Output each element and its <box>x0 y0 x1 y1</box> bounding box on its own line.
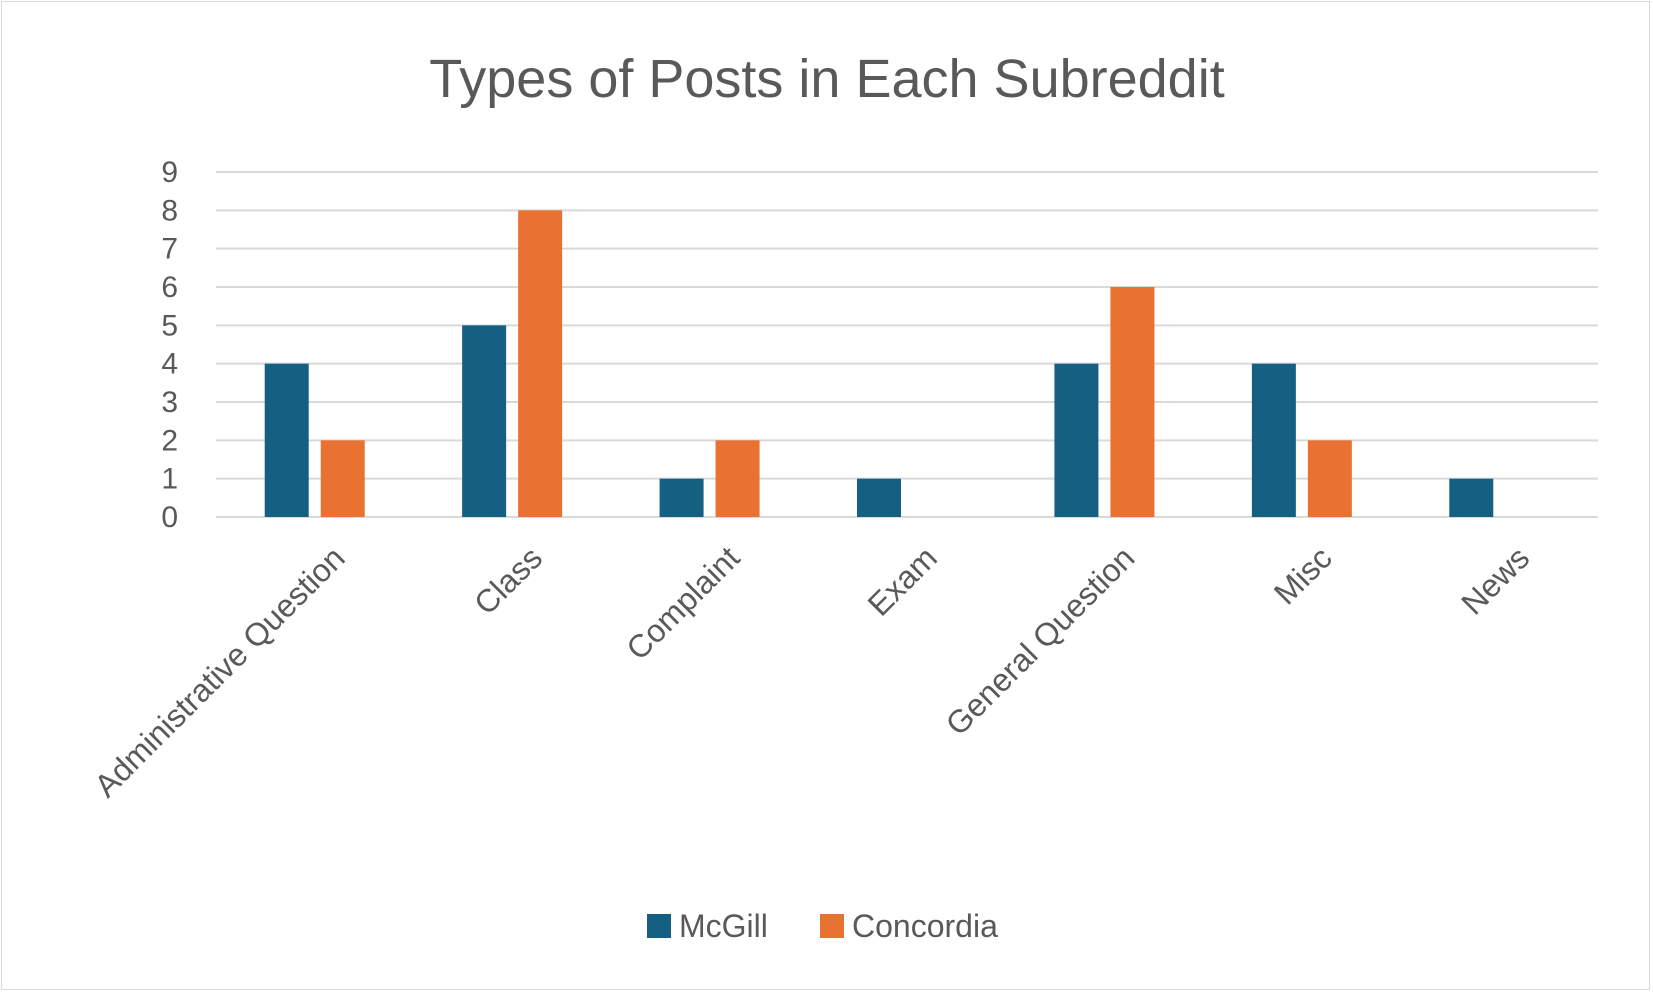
chart-title: Types of Posts in Each Subreddit <box>429 49 1224 109</box>
bar-concordia-administrative-question <box>320 440 365 517</box>
y-tick-label: 4 <box>161 348 178 381</box>
bar-mcgill-news <box>1449 478 1494 517</box>
legend-swatch-mcgill <box>647 914 671 938</box>
bars <box>264 210 1494 518</box>
y-tick-label: 8 <box>161 194 178 227</box>
grid-layer <box>216 171 1598 518</box>
y-tick-label: 3 <box>161 386 178 419</box>
y-tick-label: 5 <box>161 309 178 342</box>
legend: McGill Concordia <box>647 908 998 944</box>
y-axis-ticks: 0 1 2 3 4 5 6 7 8 9 <box>161 156 178 534</box>
y-tick-label: 2 <box>161 424 178 457</box>
bar-concordia-misc <box>1307 440 1352 517</box>
bar-mcgill-general-question <box>1054 363 1099 517</box>
legend-label-mcgill: McGill <box>679 908 768 944</box>
x-tick-label: Class <box>467 539 549 621</box>
x-tick-label: Administrative Question <box>87 539 351 803</box>
bar-mcgill-exam <box>857 478 901 517</box>
x-axis-labels: Administrative Question Class Complaint Exa… <box>87 539 1536 803</box>
x-tick-label: News <box>1454 539 1536 621</box>
legend-label-concordia: Concordia <box>852 908 998 944</box>
bar-mcgill-misc <box>1251 363 1296 517</box>
x-tick-label: Misc <box>1267 539 1339 611</box>
y-tick-label: 9 <box>161 156 178 189</box>
y-tick-label: 1 <box>161 463 178 496</box>
bar-mcgill-class <box>462 325 507 517</box>
y-tick-label: 6 <box>161 271 178 304</box>
y-tick-label: 7 <box>161 233 178 266</box>
bar-concordia-complaint <box>715 440 760 517</box>
y-tick-label: 0 <box>161 501 178 534</box>
bar-concordia-class <box>518 210 563 518</box>
x-tick-label: General Question <box>939 539 1142 742</box>
x-tick-label: Exam <box>861 539 944 622</box>
bar-concordia-general-question <box>1110 287 1155 517</box>
bar-mcgill-complaint <box>659 478 704 517</box>
legend-swatch-concordia <box>820 914 844 938</box>
bar-mcgill-administrative-question <box>264 363 309 517</box>
x-tick-label: Complaint <box>619 539 746 666</box>
